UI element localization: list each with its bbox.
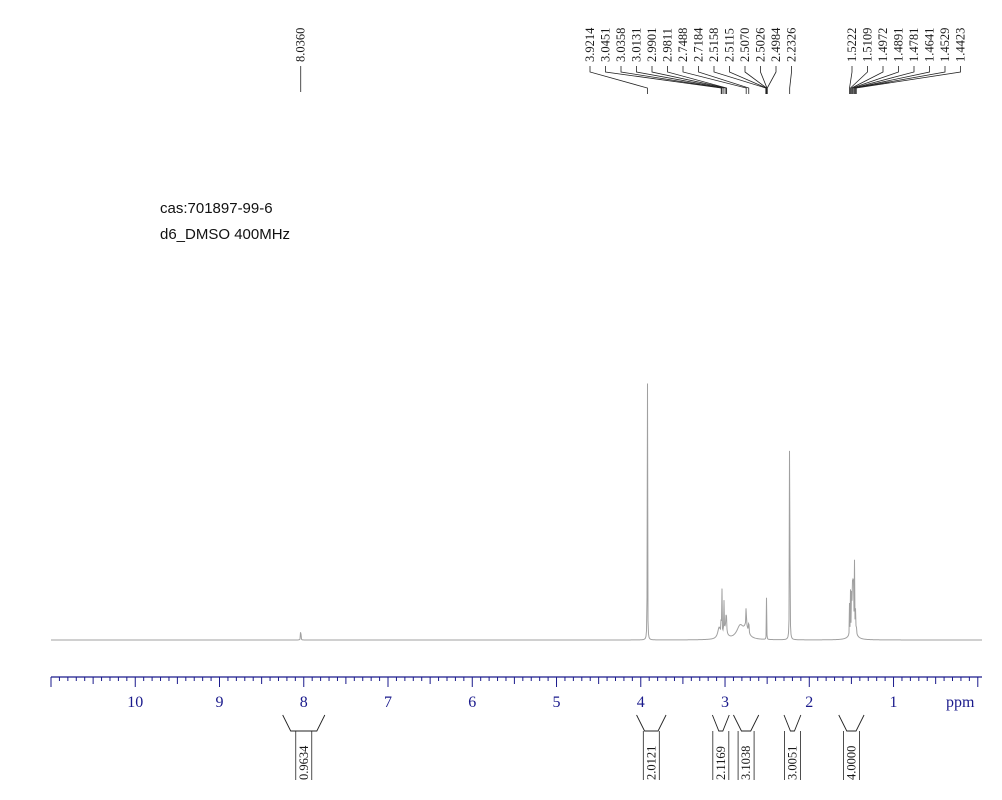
cas-label: cas:701897-99-6 — [160, 200, 273, 217]
peak-leader-line — [852, 66, 915, 94]
peak-label: 1.4641 — [923, 28, 937, 62]
x-tick-label: 10 — [127, 694, 143, 711]
integral-value: 2.0121 — [644, 746, 658, 780]
integrals-layer: 0.9634 2.0121 2.1169 3.1038 3.0051 4.0000 — [282, 714, 865, 780]
peak-label: 2.2326 — [785, 28, 799, 62]
peak-leader-line — [589, 66, 648, 94]
peak-label: 1.4423 — [954, 28, 968, 62]
peak-label: 2.5158 — [707, 28, 721, 62]
integral-bracket — [733, 714, 760, 732]
peak-leader-line — [605, 66, 722, 94]
peak-leader-line — [854, 66, 946, 94]
x-tick-label: 1 — [890, 694, 898, 711]
ppm-axis: 10 9 8 7 6 5 4 3 2 1 — [50, 676, 982, 711]
peak-leader-line — [698, 66, 750, 94]
spectrum-trace — [51, 383, 982, 641]
x-tick-label: 8 — [300, 694, 308, 711]
integral-bracket — [783, 714, 802, 732]
integral-value: 3.0051 — [785, 746, 799, 780]
x-tick-label: 4 — [637, 694, 645, 711]
x-tick-label: 7 — [384, 694, 392, 711]
peak-label: 2.4984 — [769, 27, 783, 62]
x-tick-label: 6 — [468, 694, 476, 711]
x-tick-label: 2 — [805, 694, 813, 711]
peak-leader-line — [651, 66, 727, 94]
peak-label: 2.7184 — [692, 27, 706, 62]
peak-label: 3.0451 — [599, 28, 613, 62]
peak-label: 2.5115 — [723, 28, 737, 62]
peak-label: 1.5222 — [845, 28, 859, 62]
peak-leader-line — [620, 66, 723, 94]
peak-leader-line — [636, 66, 725, 94]
x-tick-label: 9 — [216, 694, 224, 711]
peak-label: 1.5109 — [861, 28, 875, 62]
peak-leader-line — [766, 66, 777, 94]
peak-label: 3.0358 — [614, 28, 628, 62]
peak-label: 3.9214 — [583, 27, 597, 62]
peak-labels-layer: 8.0360 3.9214 3.0451 3.0358 3.0131 2.9901 2.98… — [294, 27, 968, 94]
peak-label: 8.0360 — [294, 28, 308, 62]
peak-leader-line — [667, 66, 728, 94]
peak-label: 2.9811 — [661, 28, 675, 62]
spectrum-layer — [51, 383, 982, 641]
peak-label: 1.4781 — [907, 28, 921, 62]
integral-value: 2.1169 — [714, 746, 728, 780]
peak-label: 2.9901 — [645, 28, 659, 62]
peak-label: 3.0131 — [630, 28, 644, 62]
peak-leader-line — [851, 66, 899, 94]
peak-leader-line — [855, 66, 961, 94]
peak-label: 2.5026 — [754, 28, 768, 62]
peak-label: 1.4972 — [876, 28, 890, 62]
integral-value: 3.1038 — [739, 746, 753, 780]
integral-bracket — [282, 714, 326, 732]
solvent-label: d6_DMSO 400MHz — [160, 226, 291, 243]
x-tick-label: 3 — [721, 694, 729, 711]
peak-leader-line — [682, 66, 747, 94]
integral-bracket — [838, 714, 865, 732]
peak-leader-line — [854, 66, 930, 94]
integral-bracket — [711, 714, 730, 732]
integral-bracket — [636, 714, 667, 732]
peak-leader-line — [849, 66, 853, 94]
peak-label: 1.4891 — [892, 28, 906, 62]
peak-leader-line — [850, 66, 868, 94]
peak-leader-line — [789, 66, 792, 94]
peak-label: 2.5070 — [738, 28, 752, 62]
integral-value: 4.0000 — [844, 746, 858, 780]
integral-value: 0.9634 — [297, 745, 311, 780]
peak-leader-line — [851, 66, 884, 94]
x-axis-label: ppm — [946, 694, 975, 711]
peak-label: 2.7488 — [676, 28, 690, 62]
peak-label: 1.4529 — [938, 28, 952, 62]
x-tick-label: 5 — [553, 694, 561, 711]
